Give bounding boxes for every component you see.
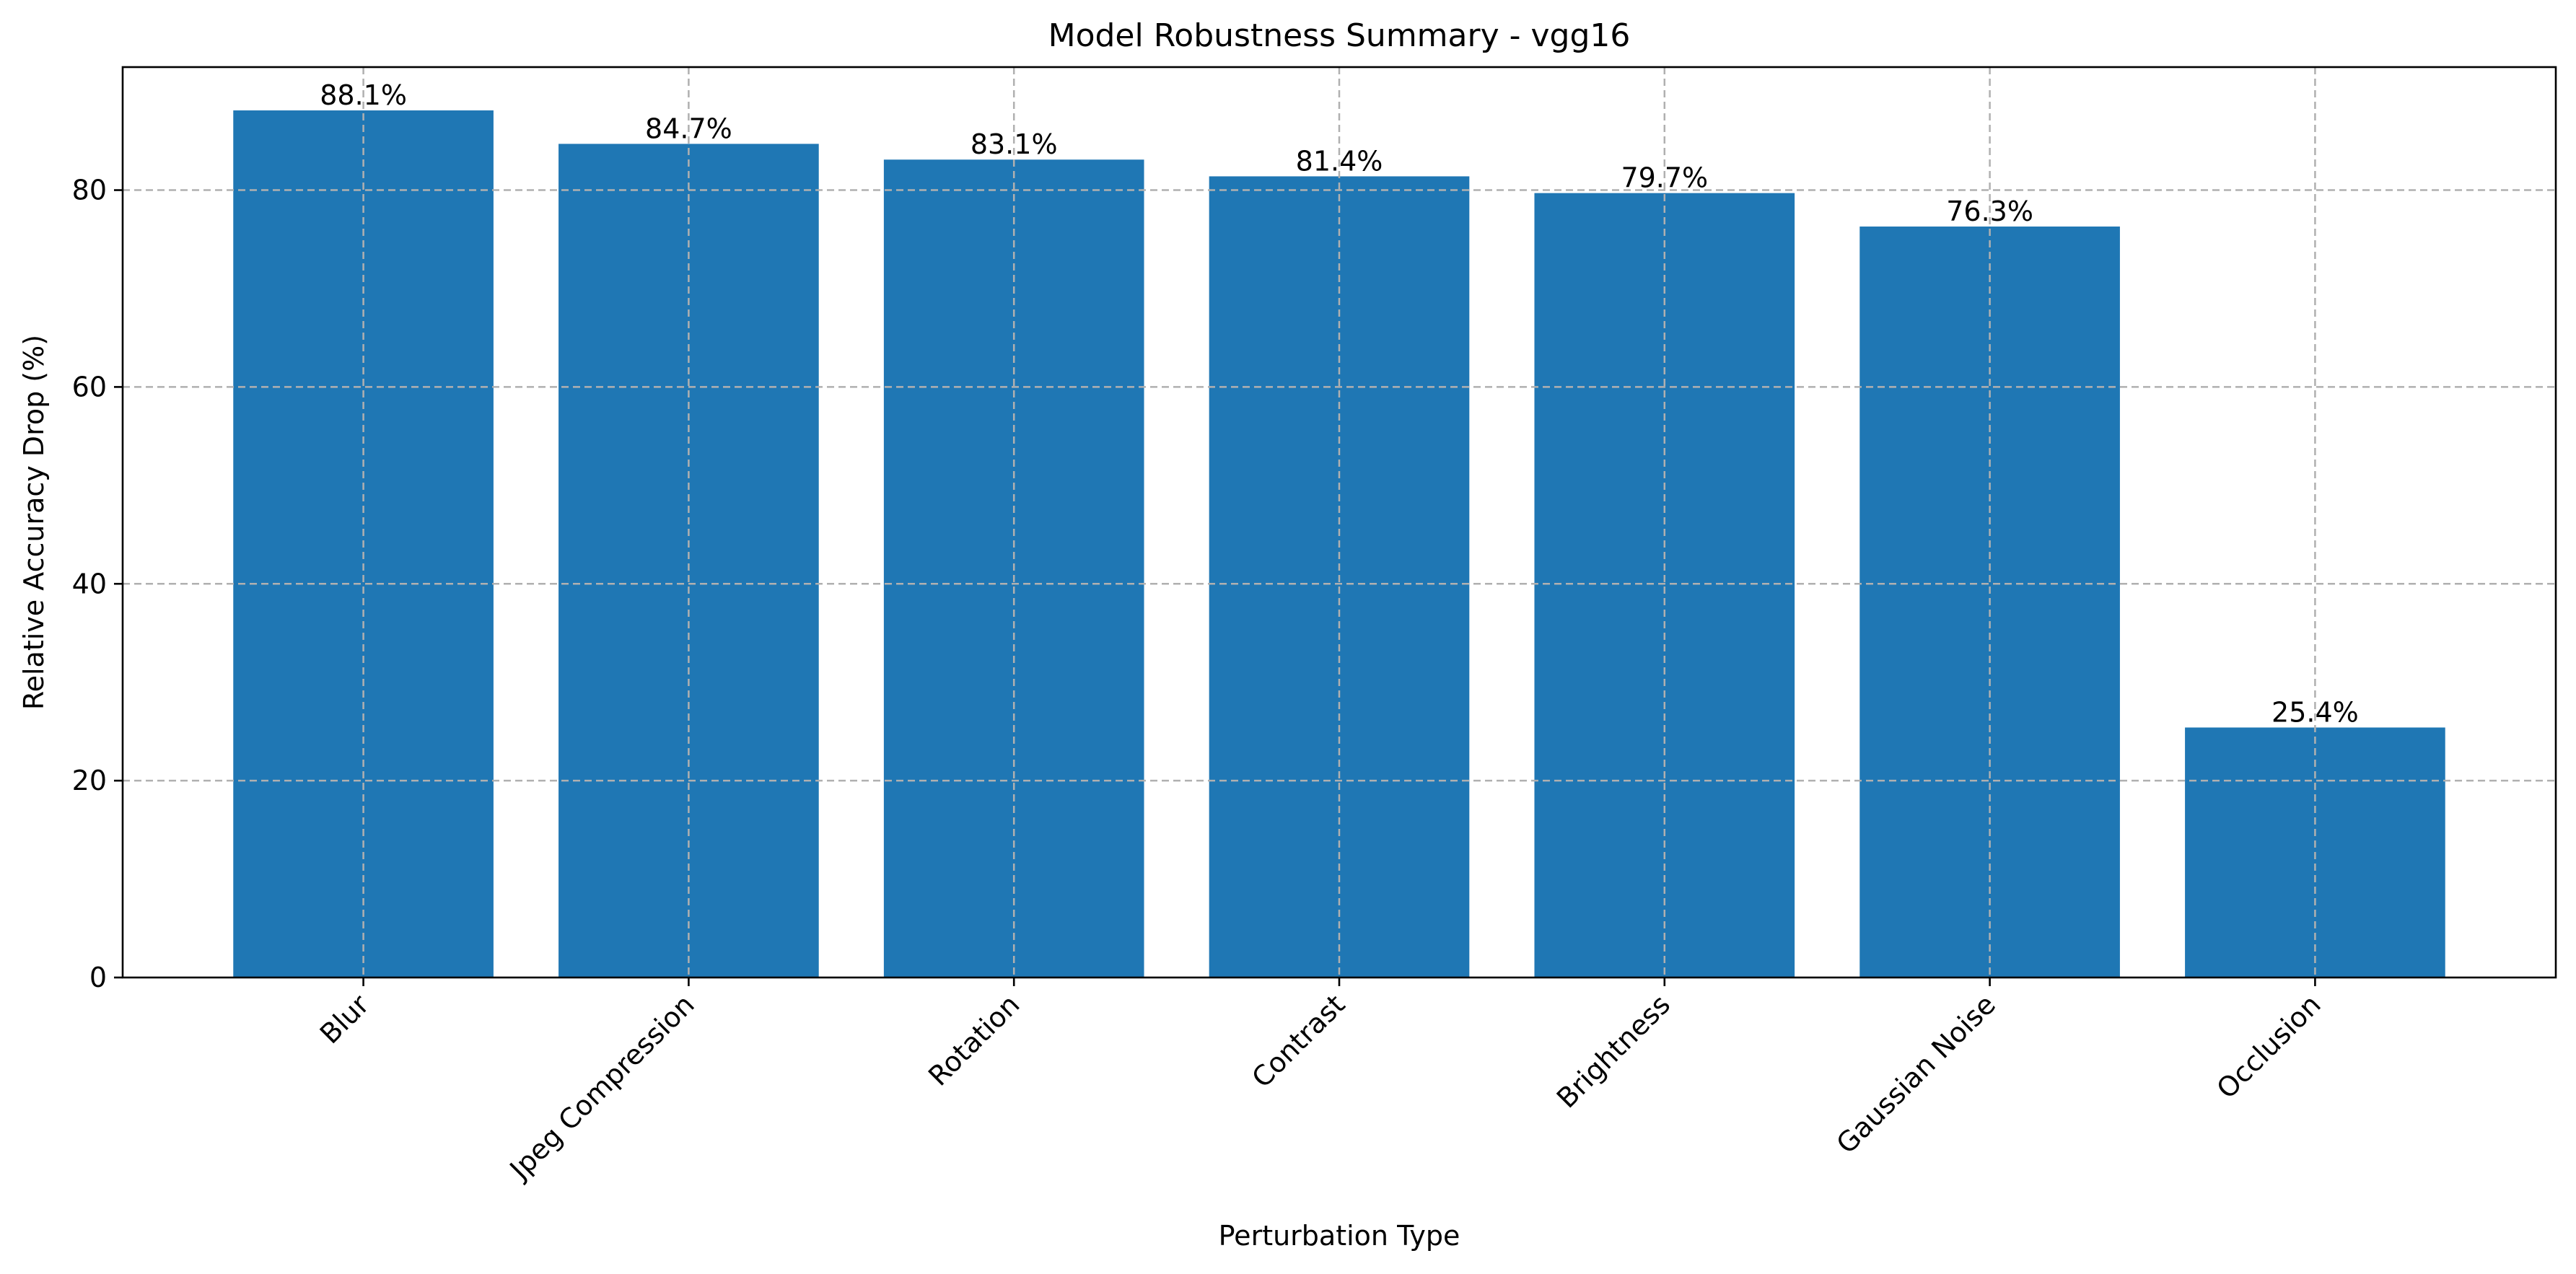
x-tick-label: Contrast (1245, 988, 1351, 1094)
y-tick-label: 40 (72, 568, 107, 599)
y-tick-label: 60 (72, 371, 107, 403)
data-labels: 88.1% 84.7% 83.1% 81.4% 79.7% 76.3% 25.4% (320, 79, 2359, 728)
x-tick-label: Blur (314, 988, 375, 1050)
data-label: 81.4% (1296, 145, 1383, 177)
data-label: 88.1% (320, 79, 407, 111)
chart-title: Model Robustness Summary - vgg16 (1048, 17, 1631, 54)
grid-overlay (123, 67, 2556, 978)
y-tick-label: 80 (72, 175, 107, 206)
x-axis-label: Perturbation Type (1219, 1220, 1460, 1252)
x-tick-label: Occlusion (2211, 988, 2327, 1104)
y-axis-label: Relative Accuracy Drop (%) (18, 335, 50, 710)
y-tick-label: 0 (89, 962, 107, 993)
x-tick-label: Rotation (922, 988, 1025, 1091)
x-tick-label: Brightness (1551, 988, 1676, 1114)
x-tick-label: Gaussian Noise (1831, 988, 2002, 1159)
x-tick-label: Jpeg Compression (503, 988, 701, 1186)
data-label: 76.3% (1946, 196, 2033, 227)
bar-jpeg-compression (558, 144, 819, 978)
data-label: 83.1% (971, 128, 1058, 160)
y-tick-label: 20 (72, 765, 107, 796)
data-label: 25.4% (2271, 696, 2359, 728)
plot-frame (121, 66, 2557, 979)
data-label: 84.7% (645, 113, 732, 144)
data-label: 79.7% (1621, 162, 1708, 194)
